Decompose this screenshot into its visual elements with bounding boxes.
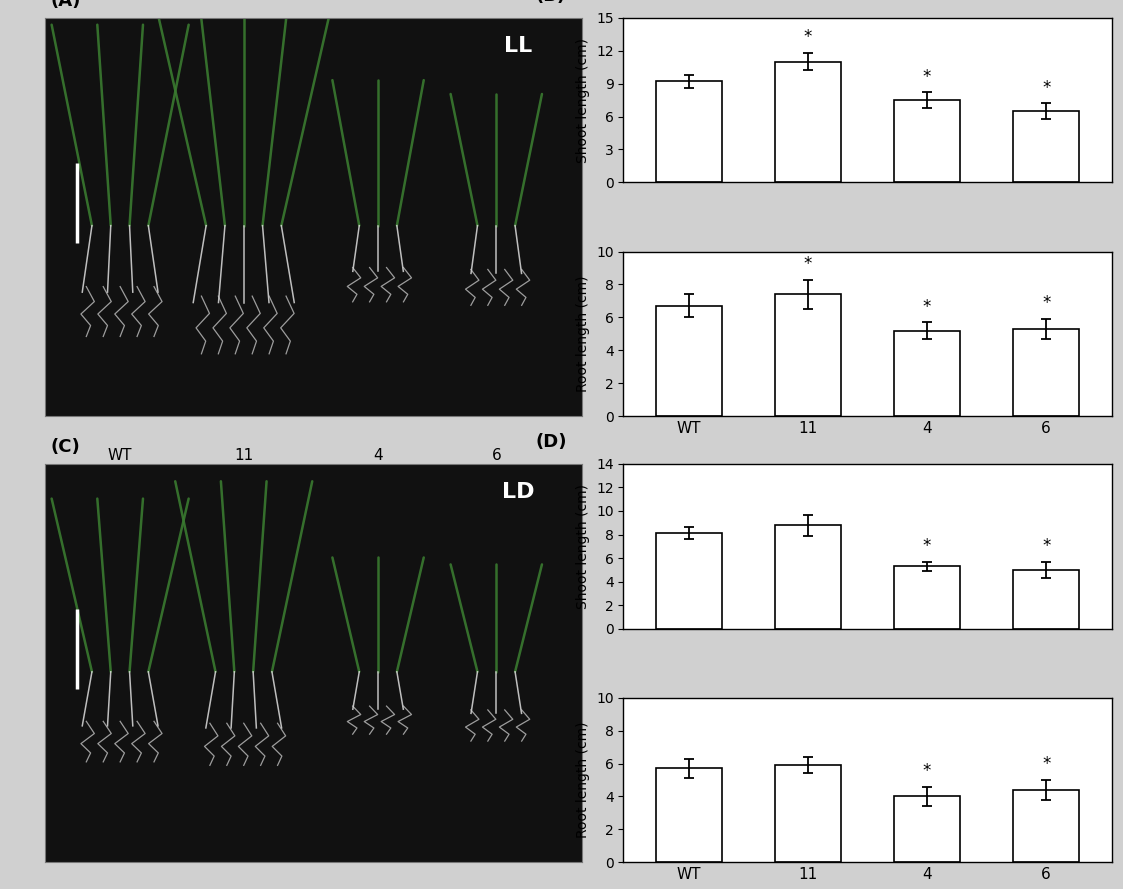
Y-axis label: Root length (cm): Root length (cm) xyxy=(576,722,591,838)
Bar xyxy=(656,533,722,629)
Text: *: * xyxy=(804,255,812,273)
Text: (D): (D) xyxy=(536,433,567,451)
Text: *: * xyxy=(923,537,931,555)
Bar xyxy=(1013,790,1079,862)
Text: *: * xyxy=(923,762,931,780)
Text: 4: 4 xyxy=(373,448,383,463)
Bar xyxy=(1013,570,1079,629)
Text: *: * xyxy=(1042,537,1050,555)
Bar xyxy=(894,566,960,629)
Y-axis label: Shoot length (cm): Shoot length (cm) xyxy=(576,37,591,163)
Text: LL: LL xyxy=(503,36,532,56)
Text: *: * xyxy=(923,298,931,316)
Text: (B): (B) xyxy=(536,0,566,4)
Bar xyxy=(775,765,841,862)
Bar xyxy=(894,797,960,862)
Text: LD: LD xyxy=(502,482,535,502)
Text: 6: 6 xyxy=(492,448,501,463)
Text: WT: WT xyxy=(108,448,133,463)
Text: *: * xyxy=(1042,756,1050,773)
Text: (A): (A) xyxy=(51,0,81,10)
Bar xyxy=(1013,329,1079,416)
Text: *: * xyxy=(1042,294,1050,312)
Bar xyxy=(656,82,722,182)
Y-axis label: Root length (cm): Root length (cm) xyxy=(576,276,591,392)
Bar xyxy=(775,294,841,416)
Y-axis label: Shoot length (cm): Shoot length (cm) xyxy=(576,484,591,609)
Bar xyxy=(775,61,841,182)
Bar xyxy=(1013,111,1079,182)
Bar xyxy=(894,331,960,416)
Text: *: * xyxy=(923,68,931,86)
Bar xyxy=(656,306,722,416)
Text: 11: 11 xyxy=(234,448,254,463)
Text: *: * xyxy=(804,28,812,46)
Text: (C): (C) xyxy=(51,438,80,456)
Bar xyxy=(656,768,722,862)
Bar xyxy=(894,100,960,182)
Bar xyxy=(775,525,841,629)
Text: *: * xyxy=(1042,79,1050,97)
